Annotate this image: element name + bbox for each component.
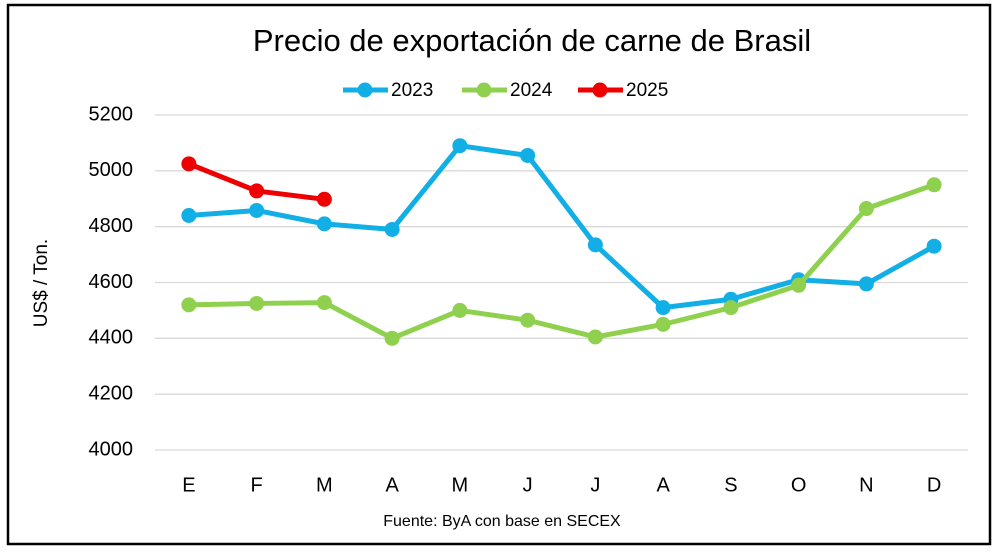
data-point [587, 329, 603, 345]
data-point [249, 202, 265, 218]
legend-label: 2025 [626, 80, 668, 101]
data-point [384, 221, 400, 237]
data-point [452, 302, 468, 318]
data-point [316, 295, 332, 311]
data-point [791, 277, 807, 293]
data-point [249, 183, 265, 199]
y-axis-label: US$ / Ton. [31, 239, 52, 327]
data-point [926, 177, 942, 193]
series-line [188, 143, 936, 311]
x-tick-label: O [791, 474, 807, 496]
x-tick-label: J [590, 474, 600, 496]
chart-border [6, 3, 992, 546]
data-point [655, 316, 671, 332]
y-tick-label: 4000 [89, 438, 134, 460]
data-point [316, 191, 332, 207]
data-point [316, 216, 332, 232]
x-tick-label: F [251, 474, 263, 496]
data-point [181, 156, 197, 172]
x-tick-label: A [656, 474, 670, 496]
data-point [181, 297, 197, 313]
data-point [858, 201, 874, 217]
data-point [520, 147, 536, 163]
source-note: Fuente: ByA con base en SECEX [383, 513, 621, 530]
y-tick-label: 4200 [89, 382, 134, 404]
x-tick-label: M [316, 474, 333, 496]
x-tick-label: M [452, 474, 469, 496]
y-tick-label: 4600 [89, 271, 134, 293]
x-tick-label: N [859, 474, 873, 496]
x-tick-label: E [182, 474, 195, 496]
x-tick-label: D [927, 474, 941, 496]
y-tick-label: 4400 [89, 327, 134, 349]
legend-marker [592, 82, 608, 98]
data-point [587, 237, 603, 253]
legend-marker [357, 82, 373, 98]
data-point [520, 312, 536, 328]
x-tick-label: A [385, 474, 399, 496]
legend-label: 2024 [510, 80, 553, 101]
series-line [188, 182, 935, 341]
legend-label: 2023 [391, 80, 433, 101]
chart-title: Precio de exportación de carne de Brasil [253, 23, 811, 58]
y-tick-label: 5000 [89, 159, 134, 181]
data-point [723, 300, 739, 316]
y-tick-label: 5200 [89, 103, 134, 125]
data-point [181, 208, 197, 223]
data-point [249, 295, 265, 311]
data-point [452, 138, 468, 154]
data-point [926, 238, 942, 254]
data-point [655, 300, 671, 316]
x-tick-label: J [523, 474, 533, 496]
x-tick-label: S [724, 474, 737, 496]
data-point [384, 330, 400, 346]
legend-marker [476, 82, 492, 98]
y-tick-label: 4800 [89, 215, 134, 237]
data-point [858, 276, 874, 292]
